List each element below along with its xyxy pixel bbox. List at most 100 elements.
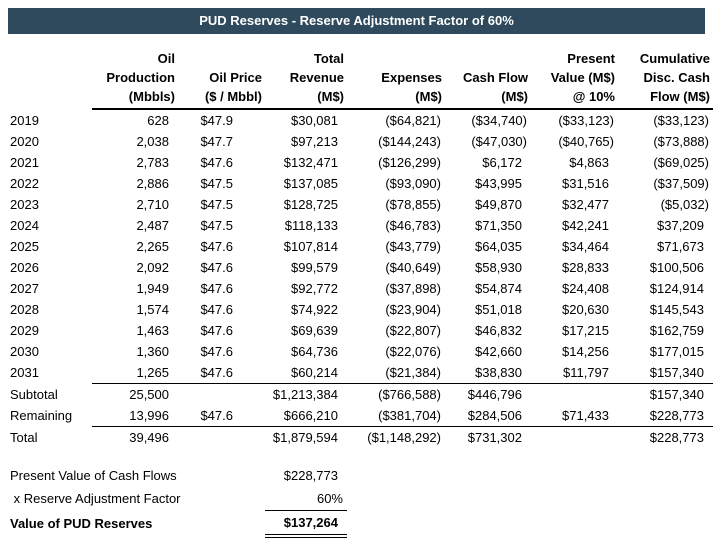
table-row-total: Total 39,496 $1,879,594 ($1,148,292) $731,30… <box>0 426 713 448</box>
cell-oil-production: 1,360 <box>136 344 169 359</box>
cell-cash-flow: $284,506 <box>467 408 522 423</box>
cell-oil-price: $47.6 <box>200 344 233 359</box>
cell-expenses: ($21,384) <box>385 365 441 380</box>
table-row-2024: 2024 2,487 $47.5 $118,133 ($46,783) $71,350 $4… <box>0 215 713 236</box>
cell-present-value: $24,408 <box>562 281 609 296</box>
cell-present-value <box>531 426 618 448</box>
col-header-oil-price: Oil Price ($ / Mbbl) <box>178 49 265 110</box>
cell-expenses: ($40,649) <box>385 260 441 275</box>
cell-present-value: $11,797 <box>562 365 609 380</box>
cell-total-revenue: $74,922 <box>291 302 338 317</box>
cell-cash-flow: $38,830 <box>475 365 522 380</box>
cell-oil-price: $47.5 <box>200 176 233 191</box>
cell-cumulative-disc-cash-flow: $228,773 <box>618 426 713 448</box>
cell-expenses: ($43,779) <box>385 239 441 254</box>
cell-cash-flow: $42,660 <box>475 344 522 359</box>
cell-total-revenue: $128,725 <box>283 197 338 212</box>
row-label: 2019 <box>10 112 39 128</box>
table-row-2025: 2025 2,265 $47.6 $107,814 ($43,779) $64,035 $3… <box>0 236 713 257</box>
cell-present-value: $20,630 <box>562 302 609 317</box>
cell-cash-flow: $51,018 <box>475 302 522 317</box>
cell-expenses: ($381,704) <box>378 408 441 423</box>
col-header-present-value: Present Value (M$) @ 10% <box>531 49 618 110</box>
cell-cumulative-disc-cash-flow: ($5,032) <box>660 197 709 212</box>
table-row-2027: 2027 1,949 $47.6 $92,772 ($37,898) $54,874 $24… <box>0 278 713 299</box>
cell-oil-price: $47.6 <box>200 323 233 338</box>
cell-total-revenue: $118,133 <box>284 218 338 233</box>
row-label: 2029 <box>10 323 39 338</box>
cell-cash-flow: ($47,030) <box>471 134 527 149</box>
cell-present-value: $17,215 <box>562 323 609 338</box>
cell-oil-price: $47.5 <box>200 218 233 233</box>
cell-expenses: ($46,783) <box>385 218 441 233</box>
table-body: 2019 628 $47.9 $30,081 ($64,821) ($34,740) ($3… <box>0 109 713 448</box>
table-row-2029: 2029 1,463 $47.6 $69,639 ($22,807) $46,832 $17… <box>0 320 713 341</box>
cell-oil-price: $47.6 <box>200 365 233 380</box>
cell-expenses: ($23,904) <box>385 302 441 317</box>
cell-oil-price: $47.6 <box>200 239 233 254</box>
summary-label: Present Value of Cash Flows <box>10 468 177 483</box>
row-label: 2020 <box>10 134 39 149</box>
cell-oil-price: $47.9 <box>200 113 233 128</box>
summary-value: $137,264 <box>265 510 347 538</box>
cell-oil-price: $47.6 <box>200 155 233 170</box>
cell-present-value: $42,241 <box>562 218 609 233</box>
cell-oil-production: 628 <box>147 113 169 128</box>
cell-expenses: ($22,076) <box>385 344 441 359</box>
cell-present-value: $14,256 <box>562 344 609 359</box>
summary-filler <box>347 464 713 487</box>
cell-oil-price: $47.7 <box>200 134 233 149</box>
row-label: 2030 <box>10 344 39 359</box>
row-label: 2022 <box>10 176 39 191</box>
cell-cumulative-disc-cash-flow: $228,773 <box>649 408 704 423</box>
cell-total-revenue: $30,081 <box>291 113 338 128</box>
cell-oil-price: $47.5 <box>200 197 233 212</box>
cell-oil-price: $47.6 <box>200 302 233 317</box>
header-row: Oil Production (Mbbls) Oil Price ($ / Mb… <box>0 49 713 110</box>
summary-value: 60% <box>265 487 347 511</box>
cell-oil-production: 1,949 <box>136 281 169 296</box>
cell-cash-flow: $64,035 <box>475 239 522 254</box>
cell-expenses: ($22,807) <box>385 323 441 338</box>
cell-total-revenue: $1,213,384 <box>265 383 347 405</box>
cell-cash-flow: $446,796 <box>445 383 531 405</box>
summary-table: Present Value of Cash Flows $228,773 x Re… <box>0 464 713 538</box>
cell-cumulative-disc-cash-flow: $37,209 <box>657 218 704 233</box>
cell-total-revenue: $69,639 <box>291 323 338 338</box>
cell-cash-flow: $46,832 <box>475 323 522 338</box>
cell-cash-flow: $731,302 <box>445 426 531 448</box>
summary-row: Present Value of Cash Flows $228,773 <box>0 464 713 487</box>
cell-expenses: ($1,148,292) <box>347 426 445 448</box>
cell-cash-flow: $54,874 <box>475 281 522 296</box>
cell-oil-production: 2,092 <box>136 260 169 275</box>
row-label: Remaining <box>10 408 73 424</box>
cell-oil-production: 2,265 <box>136 239 169 254</box>
cell-cumulative-disc-cash-flow: ($37,509) <box>653 176 709 191</box>
cell-cumulative-disc-cash-flow: ($69,025) <box>653 155 709 170</box>
cell-oil-production: 39,496 <box>92 426 178 448</box>
summary-filler <box>347 487 713 511</box>
cell-total-revenue: $137,085 <box>283 176 338 191</box>
row-label: 2021 <box>10 155 39 170</box>
cell-expenses: ($766,588) <box>347 383 445 405</box>
col-header-cash-flow: Cash Flow (M$) <box>445 49 531 110</box>
cell-cash-flow: $49,870 <box>475 197 522 212</box>
cell-oil-production: 2,886 <box>136 176 169 191</box>
row-label: 2023 <box>10 197 39 212</box>
col-header-expenses: Expenses (M$) <box>347 49 445 110</box>
cell-present-value: ($40,765) <box>558 134 614 149</box>
table-row-2026: 2026 2,092 $47.6 $99,579 ($40,649) $58,930 $28… <box>0 257 713 278</box>
cell-expenses: ($126,299) <box>378 155 441 170</box>
cell-total-revenue: $92,772 <box>291 281 338 296</box>
cell-present-value: $4,863 <box>569 155 609 170</box>
table-row-2022: 2022 2,886 $47.5 $137,085 ($93,090) $43,995 $3… <box>0 173 713 194</box>
cell-cash-flow: $71,350 <box>475 218 522 233</box>
cell-total-revenue: $1,879,594 <box>265 426 347 448</box>
cell-present-value: $71,433 <box>562 408 609 423</box>
table-row-2028: 2028 1,574 $47.6 $74,922 ($23,904) $51,018 $20… <box>0 299 713 320</box>
row-label: 2031 <box>10 365 39 381</box>
col-header-oil-production: Oil Production (Mbbls) <box>92 49 178 110</box>
col-header-total-revenue: Total Revenue (M$) <box>265 49 347 110</box>
cell-expenses: ($64,821) <box>385 113 441 128</box>
cell-oil-production: 2,710 <box>136 197 169 212</box>
